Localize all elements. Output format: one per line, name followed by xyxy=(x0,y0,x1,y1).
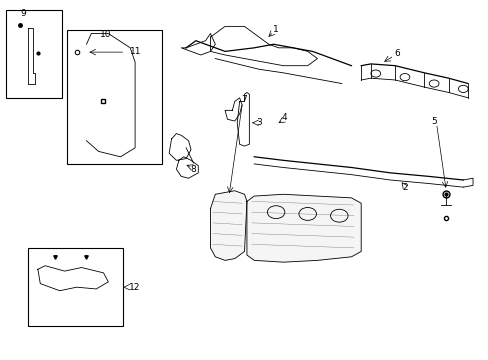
Text: 5: 5 xyxy=(430,117,436,126)
Text: 4: 4 xyxy=(281,113,286,122)
Text: 3: 3 xyxy=(256,118,262,127)
Text: 10: 10 xyxy=(100,30,111,39)
Text: 6: 6 xyxy=(394,49,400,58)
Text: 9: 9 xyxy=(20,9,26,18)
Polygon shape xyxy=(246,194,361,262)
Polygon shape xyxy=(210,191,246,260)
Bar xyxy=(67,30,162,164)
Bar xyxy=(6,10,62,98)
Text: 2: 2 xyxy=(401,183,407,192)
Text: 8: 8 xyxy=(190,165,196,174)
Text: 12: 12 xyxy=(128,283,140,292)
Text: 7: 7 xyxy=(241,95,247,104)
Text: 11: 11 xyxy=(130,47,142,56)
Bar xyxy=(28,248,122,327)
Text: 1: 1 xyxy=(273,26,279,35)
